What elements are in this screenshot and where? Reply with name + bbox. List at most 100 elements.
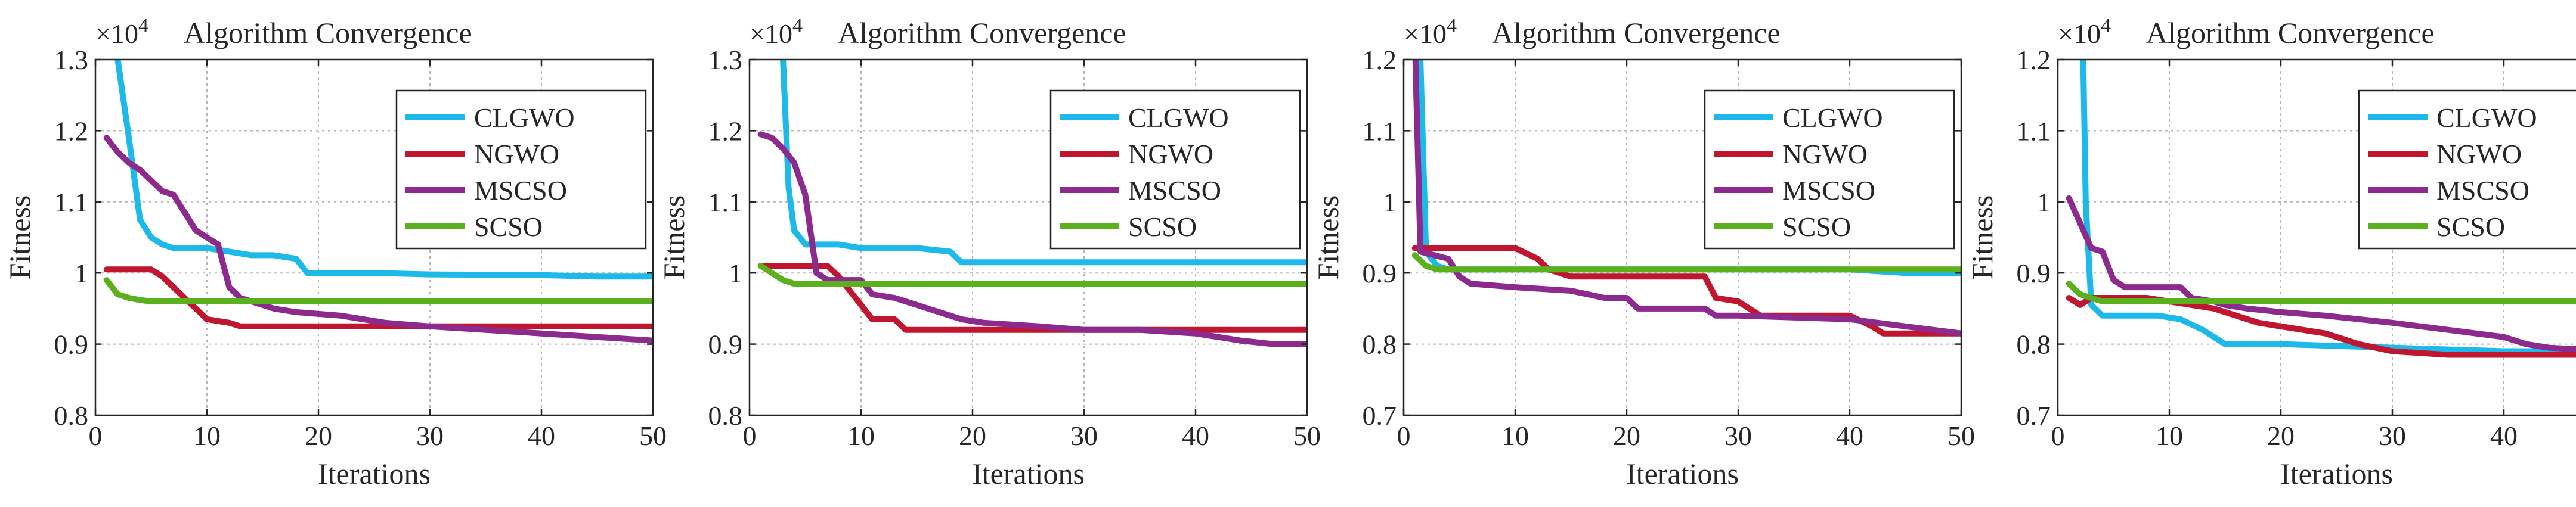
y-axis-label: Fitness: [657, 195, 691, 280]
legend-label-scso: SCSO: [474, 211, 543, 242]
x-tick-label: 40: [2490, 421, 2518, 451]
legend-label-scso: SCSO: [2436, 211, 2505, 242]
legend-label-ngwo: NGWO: [2436, 139, 2522, 169]
x-tick-label: 10: [2156, 421, 2183, 451]
series-line-mscso: [2066, 195, 2576, 353]
axes-box: [2057, 58, 2576, 416]
x-axis-label: Iterations: [1626, 457, 1739, 490]
axes-box: [748, 58, 1308, 416]
x-axis-label: Iterations: [972, 457, 1085, 490]
legend-label-clgwo: CLGWO: [474, 102, 575, 133]
legend-label-ngwo: NGWO: [1128, 139, 1213, 169]
x-tick-label: 0: [2051, 421, 2065, 451]
x-tick-label: 50: [1293, 421, 1321, 451]
chart-panel-1: 0 10 20 30 40 50 0.8 0.9 1 1.1 1.2 1.3 Iterations Fit…: [3, 15, 667, 490]
legend-label-clgwo: CLGWO: [1128, 102, 1229, 133]
y-tick-label: 0.9: [1363, 258, 1397, 288]
series-line-clgwo: [2080, 60, 2576, 354]
x-tick-label: 40: [1836, 421, 1863, 451]
x-tick-label: 50: [639, 421, 667, 451]
y-tick-label: 1.2: [54, 116, 89, 146]
chart-title: Algorithm Convergence: [2146, 16, 2435, 49]
chart-panel-4: 010203040500.70.80.911.11.2IterationsFit…: [1965, 15, 2576, 490]
y-axis-label: Fitness: [1965, 195, 1999, 280]
y-tick-label: 1.1: [2017, 116, 2051, 146]
x-axis-label: Iterations: [2280, 457, 2393, 490]
legend-label-mscso: MSCSO: [474, 175, 567, 206]
series-line-scso: [103, 277, 653, 304]
y-axis-label: Fitness: [1311, 195, 1345, 280]
series-line-clgwo: [780, 60, 1307, 266]
y-axis-label: Fitness: [3, 195, 36, 280]
y-tick-label: 1: [1383, 187, 1397, 217]
x-tick-label: 20: [305, 421, 332, 451]
series-line-ngwo: [1411, 245, 1961, 337]
x-tick-label: 10: [193, 421, 221, 451]
y-tick-label: 0.8: [708, 400, 743, 431]
y-tick-label: 1: [2037, 187, 2051, 217]
series-group: [103, 60, 653, 344]
y-tick-label: 1.1: [54, 187, 89, 217]
chart-title: Algorithm Convergence: [838, 16, 1126, 49]
series-line-ngwo: [103, 266, 653, 329]
chart-panel-3: 0 10 20 30 40 50 0.7 0.8 0.9 1 1.1 1.2 Iterations Fit…: [1311, 15, 1975, 490]
y-tick-label: 0.9: [708, 329, 743, 360]
y-tick-label: 0.7: [2017, 400, 2051, 431]
y-tick-label: 0.9: [2017, 258, 2051, 288]
legend-label-ngwo: NGWO: [474, 139, 559, 169]
chart-title: Algorithm Convergence: [184, 16, 472, 49]
series-line-scso: [1411, 252, 1961, 273]
x-tick-label: 30: [1070, 421, 1098, 451]
x-tick-label: 0: [1397, 421, 1411, 451]
y-tick-label: 1.2: [1363, 45, 1397, 75]
y-exponent-label: ×104: [95, 15, 148, 49]
x-tick-label: 30: [1724, 421, 1752, 451]
legend-label-clgwo: CLGWO: [1782, 102, 1883, 133]
y-exponent-label: ×104: [2058, 15, 2111, 49]
series-line-scso: [2066, 281, 2576, 304]
x-tick-label: 10: [847, 421, 875, 451]
y-tick-label: 0.8: [54, 400, 89, 431]
series-line-mscso: [103, 135, 653, 344]
x-tick-label: 40: [1182, 421, 1209, 451]
x-tick-label: 40: [528, 421, 555, 451]
y-tick-label: 1.2: [708, 116, 743, 146]
x-tick-label: 20: [1613, 421, 1640, 451]
series-line-clgwo: [114, 60, 653, 280]
series-line-mscso: [757, 131, 1307, 347]
axes-box: [94, 58, 654, 416]
x-tick-label: 0: [743, 421, 757, 451]
x-tick-label: 50: [1948, 421, 1975, 451]
y-tick-label: 1: [729, 258, 742, 288]
series-group: [757, 60, 1307, 347]
legend-label-mscso: MSCSO: [1128, 175, 1221, 206]
x-tick-label: 30: [2379, 421, 2406, 451]
legend-label-ngwo: NGWO: [1782, 139, 1868, 169]
y-exponent-label: ×104: [1404, 15, 1457, 49]
x-axis-label: Iterations: [318, 457, 431, 490]
series-group: [1411, 60, 1961, 337]
x-tick-label: 10: [1501, 421, 1529, 451]
y-tick-label: 1.3: [708, 45, 743, 75]
y-tick-label: 0.7: [1363, 400, 1397, 431]
y-tick-label: 0.9: [54, 329, 89, 360]
legend-label-mscso: MSCSO: [2436, 175, 2529, 206]
y-tick-label: 0.8: [1363, 329, 1397, 360]
y-tick-label: 1.3: [54, 45, 89, 75]
y-tick-label: 1.1: [708, 187, 743, 217]
x-tick-label: 0: [89, 421, 103, 451]
x-tick-label: 20: [959, 421, 986, 451]
series-line-ngwo: [757, 263, 1307, 333]
x-tick-label: 20: [2267, 421, 2295, 451]
axes-box: [1402, 58, 1962, 416]
y-tick-label: 0.8: [2017, 329, 2051, 360]
series-group: [2066, 60, 2576, 358]
y-tick-label: 1: [75, 258, 88, 288]
legend-label-scso: SCSO: [1128, 211, 1197, 242]
chart-panel-2: 0 10 20 30 40 50 0.8 0.9 1 1.1 1.2 1.3 Iterations Fit…: [657, 15, 1321, 490]
y-exponent-label: ×104: [750, 15, 803, 49]
legend-label-scso: SCSO: [1782, 211, 1851, 242]
series-line-ngwo: [2066, 295, 2576, 358]
y-tick-label: 1.1: [1363, 116, 1397, 146]
